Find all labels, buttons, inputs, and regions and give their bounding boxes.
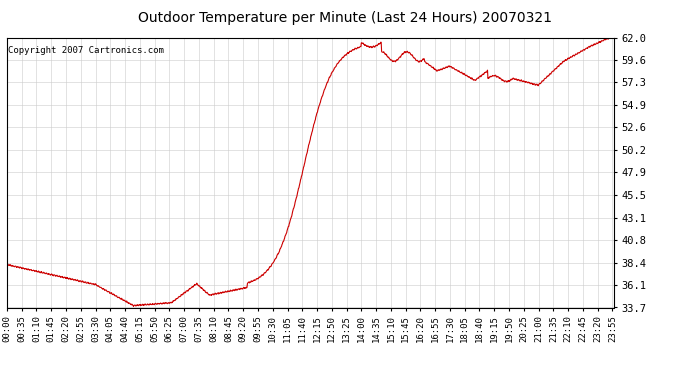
Text: Copyright 2007 Cartronics.com: Copyright 2007 Cartronics.com [8, 46, 164, 55]
Text: Outdoor Temperature per Minute (Last 24 Hours) 20070321: Outdoor Temperature per Minute (Last 24 … [138, 11, 552, 25]
